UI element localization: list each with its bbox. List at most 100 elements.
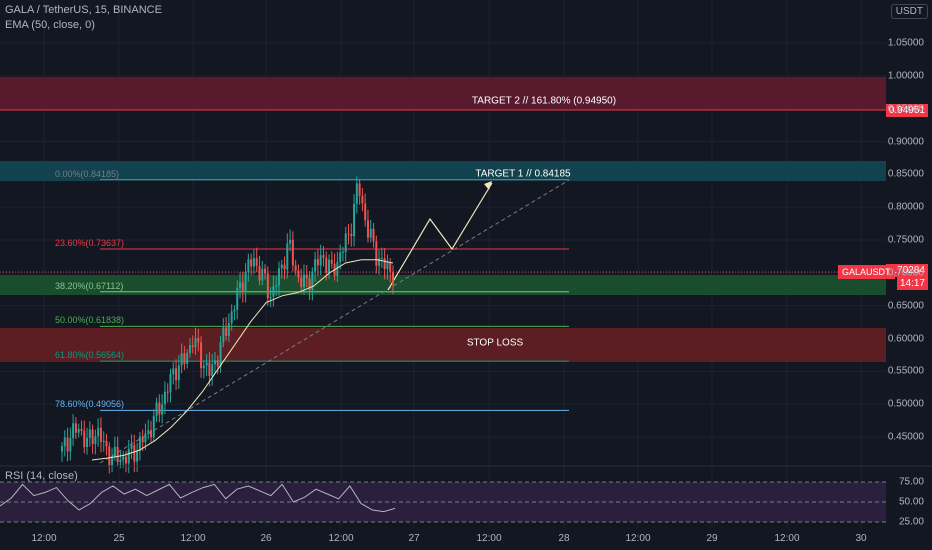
candle-body	[316, 259, 319, 266]
candle-body	[152, 415, 155, 438]
candle-body	[264, 268, 267, 274]
stop-loss-zone	[0, 328, 886, 362]
symbol-title[interactable]: GALA / TetherUS, 15, BINANCE	[5, 4, 162, 16]
candle-body	[347, 233, 350, 235]
y-tick-label: 0.95000	[887, 103, 924, 115]
fib-level-label: 23.60%(0.73637)	[55, 237, 125, 248]
candle-body	[91, 429, 94, 445]
candle-body	[72, 423, 75, 439]
y-tick-label: 0.75000	[887, 234, 924, 246]
candle-body	[163, 391, 166, 405]
target1-label: TARGET 1 // 0.84185	[475, 168, 571, 180]
candle-body	[330, 259, 333, 264]
candle-body	[339, 252, 342, 262]
candle-body	[322, 255, 325, 258]
fib-level-label: 78.60%(0.49056)	[55, 399, 125, 410]
candle-body	[300, 277, 303, 288]
candle-body	[150, 430, 153, 438]
candle-body	[161, 404, 164, 415]
candle-body	[305, 274, 308, 279]
candle-body	[336, 261, 339, 276]
candle-body	[286, 243, 289, 270]
candle-body	[102, 440, 105, 442]
x-tick-label: 12:00	[774, 533, 800, 544]
candle-body	[255, 258, 258, 266]
candle-body	[358, 183, 361, 196]
candle-body	[158, 402, 161, 415]
candle-body	[289, 239, 292, 244]
candle-body	[144, 433, 147, 443]
candle-body	[80, 428, 83, 431]
candle-body	[63, 437, 66, 447]
candle-body	[236, 288, 239, 310]
candle-body	[105, 440, 108, 447]
x-tick-label: 12:00	[625, 533, 651, 544]
candle-body	[272, 285, 275, 297]
candle-body	[97, 427, 100, 437]
candle-body	[127, 448, 130, 464]
y-tick-label: 1.05000	[887, 37, 924, 49]
x-tick-label: 12:00	[180, 533, 206, 544]
candle-body	[94, 436, 97, 445]
x-tick-label: 28	[558, 533, 570, 544]
candle-body	[88, 429, 91, 438]
candle-body	[386, 262, 389, 270]
entry-zone	[0, 275, 886, 295]
candle-body	[380, 258, 383, 260]
candle-body	[180, 353, 183, 366]
candle-body	[328, 259, 331, 273]
candle-body	[116, 446, 119, 462]
candle-body	[216, 360, 219, 367]
candle-body	[177, 365, 180, 381]
rsi-tick-label: 25.00	[898, 516, 924, 528]
candle-body	[119, 460, 122, 462]
candle-body	[372, 228, 375, 242]
candle-body	[241, 282, 244, 292]
x-tick-label: 29	[706, 533, 718, 544]
candle-body	[275, 285, 278, 287]
candle-body	[205, 362, 208, 366]
y-tick-label: 0.50000	[887, 398, 924, 410]
currency-badge[interactable]: USDT	[890, 4, 928, 19]
target2-zone	[0, 77, 886, 110]
candle-body	[130, 444, 133, 449]
y-tick-label: 0.80000	[887, 201, 924, 213]
y-tick-label: 0.90000	[887, 136, 924, 147]
candle-body	[86, 437, 89, 448]
candle-body	[61, 446, 63, 452]
candle-body	[175, 368, 178, 381]
candle-body	[325, 257, 328, 273]
candle-body	[155, 402, 158, 416]
candle-body	[186, 352, 189, 364]
countdown-tag: 14:17	[896, 277, 928, 290]
candle-body	[319, 255, 322, 266]
candle-body	[375, 241, 378, 266]
y-tick-label: 0.65000	[887, 300, 924, 312]
candle-body	[230, 311, 233, 324]
candle-body	[124, 456, 127, 464]
y-tick-label: 0.55000	[887, 365, 924, 377]
candle-body	[252, 258, 255, 267]
stop-loss-label: STOP LOSS	[466, 337, 524, 349]
candle-body	[66, 437, 69, 452]
candle-body	[136, 450, 139, 462]
rsi-indicator-label[interactable]: RSI (14, close)	[5, 470, 78, 482]
candle-body	[188, 345, 191, 353]
candle-body	[74, 423, 77, 433]
trend-line	[99, 179, 570, 464]
candle-body	[344, 233, 347, 252]
ema-indicator-label[interactable]: EMA (50, close, 0)	[5, 19, 95, 31]
candle-body	[369, 228, 372, 238]
candle-body	[194, 338, 197, 348]
candle-body	[247, 259, 250, 272]
y-tick-label: 0.70000	[887, 267, 924, 279]
candle-body	[233, 309, 236, 312]
candle-body	[83, 430, 86, 448]
candle-body	[297, 270, 300, 278]
rsi-tick-label: 75.00	[898, 476, 924, 488]
candle-body	[294, 265, 297, 271]
candle-body	[353, 203, 356, 237]
x-tick-label: 26	[260, 533, 272, 544]
